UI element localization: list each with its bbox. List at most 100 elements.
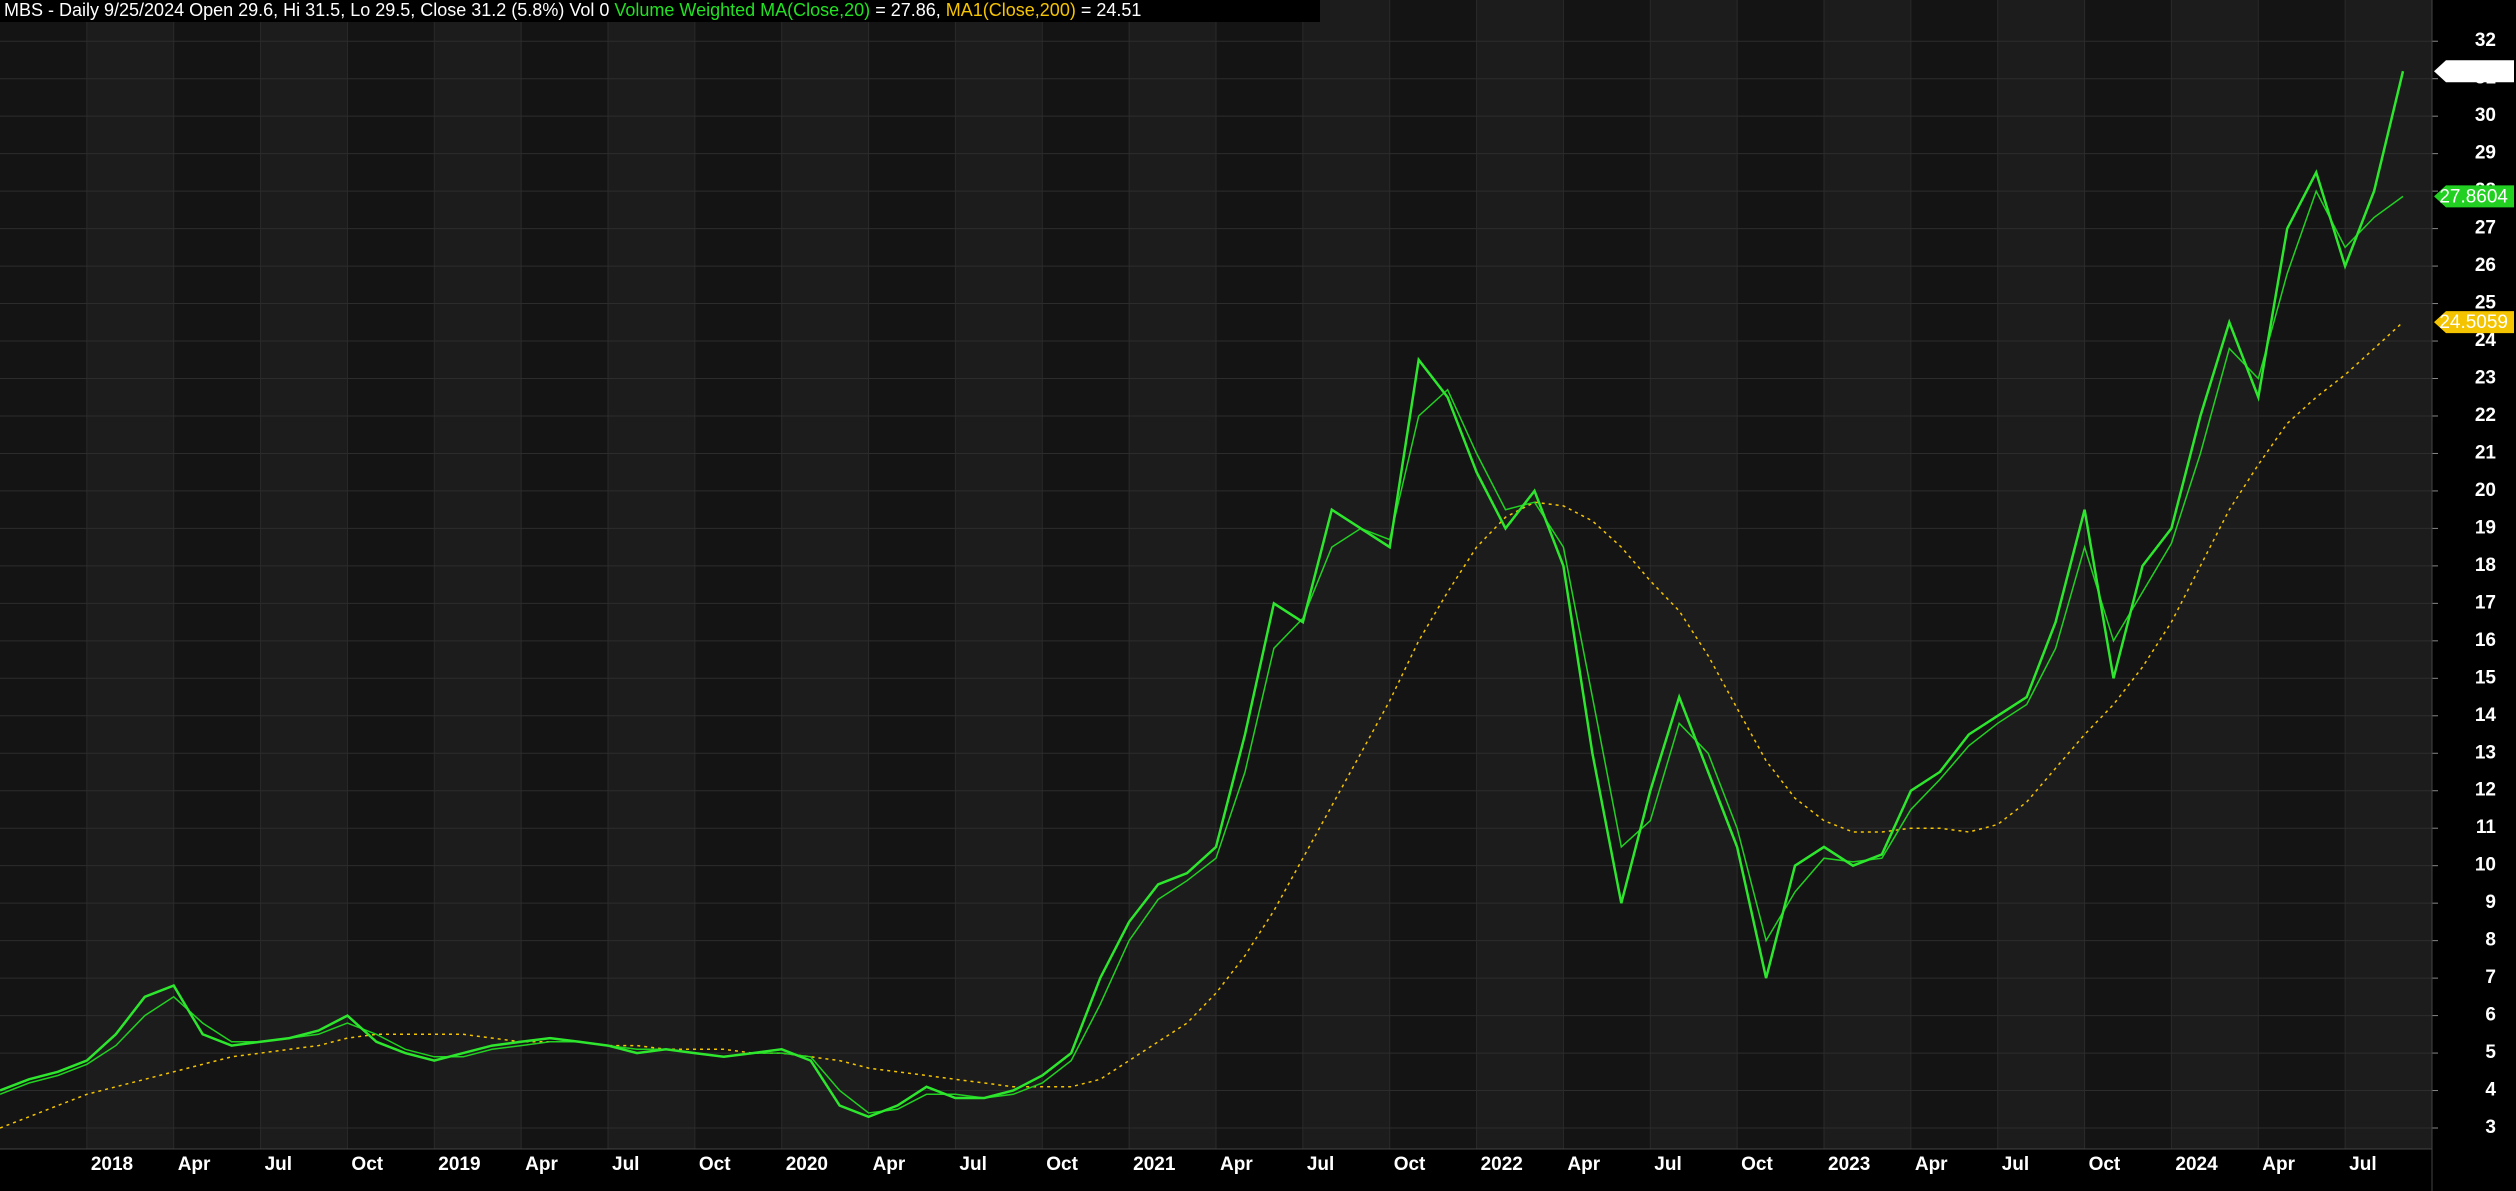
series-line xyxy=(0,321,2404,1129)
price-tag xyxy=(2434,185,2514,208)
stripe xyxy=(2345,0,2432,1149)
labels: 2018 Apr Jul Oct 2019 Apr Jul Oct 2020 Apr Jul Oct 2… xyxy=(91,30,2514,1175)
header: MBS - Daily 9/25/2024 Open 29.6, Hi 31.5… xyxy=(4,0,1141,20)
stripe xyxy=(1389,0,1477,1149)
y-tick-label: 8 xyxy=(2485,930,2496,951)
y-tick-label: 6 xyxy=(2485,1005,2496,1026)
y-tick-label: 7 xyxy=(2485,967,2496,988)
stripe xyxy=(260,0,348,1149)
stripe xyxy=(1824,0,1911,1149)
stripe xyxy=(955,0,1043,1149)
y-tick-label: 5 xyxy=(2485,1042,2496,1063)
legend-entry: Volume Weighted MA(Close,20) xyxy=(614,0,870,20)
x-tick-label: Jul xyxy=(2002,1154,2029,1175)
legend-entry: MA1(Close,200) xyxy=(946,0,1076,20)
y-tick-label: 10 xyxy=(2475,855,2496,876)
x-tick-label: 2018 xyxy=(91,1154,133,1175)
stripe xyxy=(347,0,435,1149)
x-tick-label: Jul xyxy=(2349,1154,2376,1175)
readout: = 27.86, xyxy=(875,0,941,20)
stripe xyxy=(2084,0,2172,1149)
x-tick-label: Oct xyxy=(1394,1154,1426,1175)
stripe xyxy=(521,0,608,1149)
x-tick-label: Jul xyxy=(612,1154,639,1175)
y-tick-label: 24 xyxy=(2475,330,2497,351)
x-tick-label: Oct xyxy=(1741,1154,1773,1175)
title: MBS - Daily 9/25/2024 Open 29.6, Hi 31.5… xyxy=(4,0,609,20)
x-tick-label: Jul xyxy=(959,1154,986,1175)
x-tick-label: Jul xyxy=(1654,1154,1681,1175)
stripe xyxy=(2258,0,2346,1149)
x-tick-label: Apr xyxy=(1915,1154,1948,1175)
lines xyxy=(0,70,2405,1129)
x-tick-label: Jul xyxy=(265,1154,292,1175)
stripe xyxy=(1563,0,1651,1149)
grid xyxy=(0,0,2438,1149)
stripe xyxy=(694,0,782,1149)
stripe xyxy=(86,0,174,1149)
stripe xyxy=(868,0,956,1149)
y-tick-label: 12 xyxy=(2475,780,2496,801)
header-bg xyxy=(0,0,1320,22)
x-tick-label: Oct xyxy=(351,1154,383,1175)
y-tick-label: 14 xyxy=(2475,705,2497,726)
stripe xyxy=(173,0,261,1149)
x-tick-label: 2023 xyxy=(1828,1154,1870,1175)
y-tick-label: 13 xyxy=(2475,742,2496,763)
y-tick-label: 25 xyxy=(2475,293,2497,314)
x-tick-label: Oct xyxy=(699,1154,731,1175)
x-tick-label: Apr xyxy=(2262,1154,2295,1175)
stripe xyxy=(608,0,695,1149)
y-tick-label: 27 xyxy=(2475,218,2496,239)
stripe xyxy=(1129,0,1216,1149)
y-tick-label: 32 xyxy=(2475,30,2496,51)
x-tick-label: 2019 xyxy=(438,1154,480,1175)
x-tick-label: Apr xyxy=(1220,1154,1253,1175)
y-tick-label: 22 xyxy=(2475,405,2496,426)
stripe xyxy=(781,0,869,1149)
x-tick-label: Apr xyxy=(178,1154,211,1175)
stripe xyxy=(434,0,522,1149)
series-line xyxy=(0,189,2404,1114)
readout: = 24.51 xyxy=(1081,0,1142,20)
y-tick-label: 17 xyxy=(2475,592,2496,613)
y-tick-label: 21 xyxy=(2475,442,2497,463)
stripe xyxy=(1650,0,1738,1149)
y-tick-label: 18 xyxy=(2475,555,2496,576)
stripe xyxy=(0,0,87,1149)
y-tick-label: 19 xyxy=(2475,517,2496,538)
stripe xyxy=(2171,0,2259,1149)
y-tick-label: 29 xyxy=(2475,143,2496,164)
x-tick-label: Jul xyxy=(1307,1154,1334,1175)
y-tick-label: 30 xyxy=(2475,105,2496,126)
y-tick-label: 26 xyxy=(2475,255,2496,276)
y-tick-label: 15 xyxy=(2475,667,2497,688)
series-line xyxy=(0,70,2405,1119)
x-tick-label: Oct xyxy=(2089,1154,2121,1175)
y-tick-label: 20 xyxy=(2475,480,2496,501)
stripe xyxy=(1042,0,1130,1149)
y-tick-label: 11 xyxy=(2476,817,2497,838)
x-tick-label: 2024 xyxy=(2175,1154,2218,1175)
y-tick-label: 9 xyxy=(2485,892,2496,913)
price-tag xyxy=(2434,60,2514,83)
y-tick-label: 16 xyxy=(2475,630,2496,651)
stripe xyxy=(1910,0,1998,1149)
x-tick-label: 2021 xyxy=(1133,1154,1176,1175)
x-tick-label: Oct xyxy=(1046,1154,1078,1175)
x-tick-label: Apr xyxy=(525,1154,558,1175)
x-tick-label: Apr xyxy=(873,1154,906,1175)
x-tick-label: 2022 xyxy=(1481,1154,1523,1175)
price-tag xyxy=(2434,311,2514,334)
x-tick-label: 2020 xyxy=(786,1154,828,1175)
stripe xyxy=(1997,0,2085,1149)
price-tag-label: 24.5059 xyxy=(2439,312,2508,333)
y-tick-label: 3 xyxy=(2485,1117,2496,1138)
y-tick-label: 23 xyxy=(2475,368,2496,389)
price-tag-label: 27.8604 xyxy=(2439,186,2508,207)
stripe xyxy=(1737,0,1824,1149)
stripe xyxy=(1216,0,1303,1149)
y-tick-label: 4 xyxy=(2485,1080,2496,1101)
price-tag-label: 31.2 xyxy=(2471,61,2508,82)
